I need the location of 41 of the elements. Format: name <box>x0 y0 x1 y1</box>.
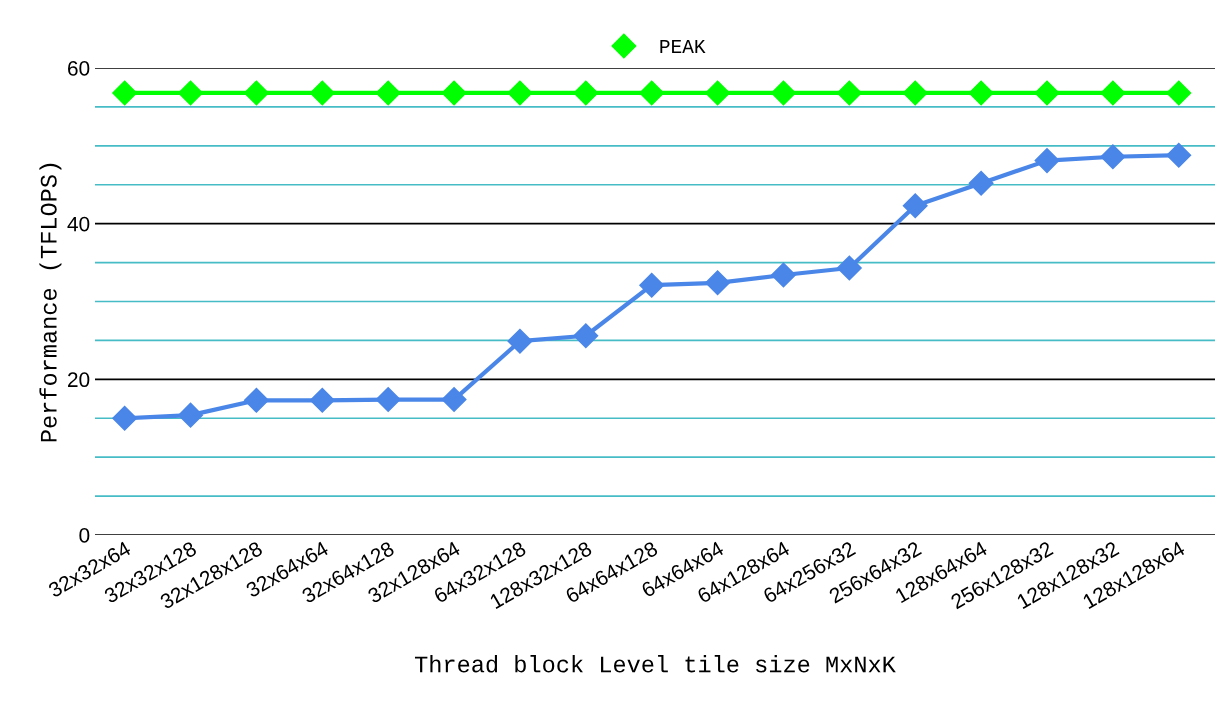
point <box>1166 80 1192 106</box>
x-axis-title: Thread block Level tile size MxNxK <box>414 655 896 673</box>
point <box>243 80 269 106</box>
point <box>1100 80 1126 106</box>
legend-label: PEAK <box>660 40 706 53</box>
point <box>178 80 204 106</box>
point <box>836 255 862 281</box>
point <box>375 387 401 413</box>
y-tick-label: 20 <box>68 372 90 388</box>
point <box>705 270 731 296</box>
point <box>573 323 599 349</box>
point <box>243 387 269 413</box>
point <box>1034 148 1060 174</box>
y-axis-title: Performance (TFLOPS) <box>39 163 62 442</box>
point <box>639 272 665 298</box>
y-tick-label: 60 <box>68 61 90 76</box>
point <box>507 80 533 106</box>
point <box>441 80 467 106</box>
point <box>375 80 401 106</box>
point <box>112 80 138 106</box>
point <box>705 80 731 106</box>
point <box>968 170 994 196</box>
y-tick-label: 40 <box>67 216 90 232</box>
point <box>507 328 533 354</box>
point <box>639 80 665 106</box>
point <box>770 262 796 288</box>
point <box>902 80 928 106</box>
point <box>309 387 335 413</box>
point <box>112 405 138 431</box>
point <box>573 80 599 106</box>
point <box>1034 80 1060 106</box>
point <box>968 80 994 106</box>
point <box>309 80 335 106</box>
point <box>1166 142 1192 168</box>
point <box>770 80 796 106</box>
point <box>836 80 862 106</box>
point <box>1100 144 1126 170</box>
y-tick-label: 0 <box>79 528 90 543</box>
point <box>441 387 467 413</box>
point <box>178 402 204 428</box>
point <box>902 193 928 219</box>
